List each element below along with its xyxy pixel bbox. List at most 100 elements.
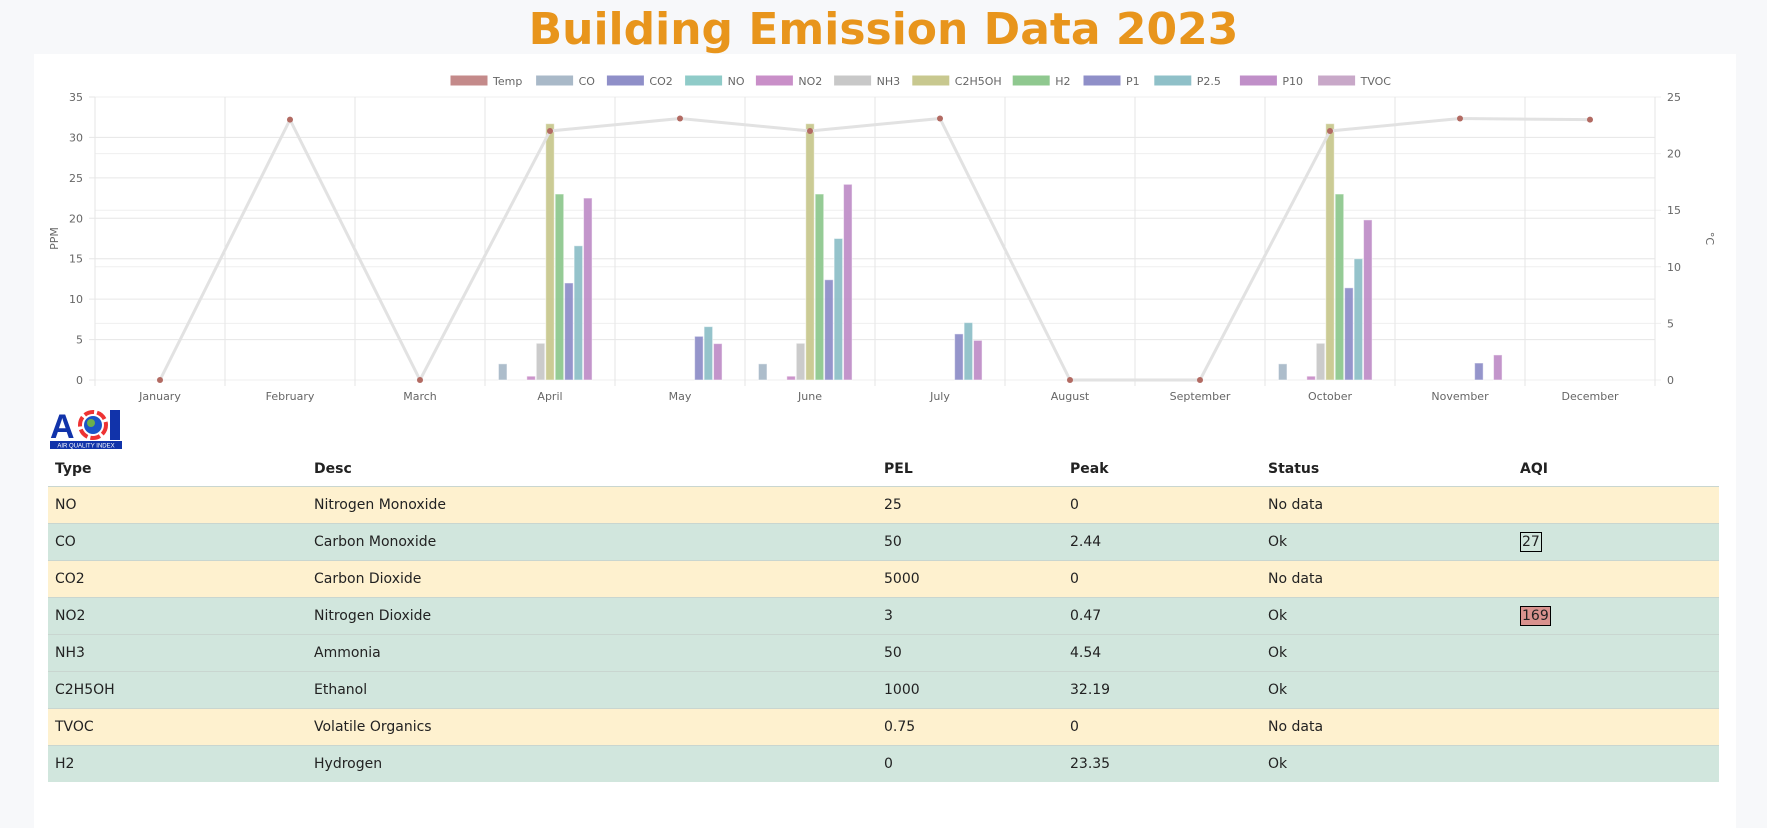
y-tick-label: 0 xyxy=(76,374,83,387)
header-peak: Peak xyxy=(1070,461,1109,477)
header-status: Status xyxy=(1268,461,1320,477)
cell-peak: 0 xyxy=(1063,486,1261,524)
x-tick-label: July xyxy=(929,390,950,403)
cell-type: TVOC xyxy=(48,708,307,746)
bar-p1 xyxy=(564,282,574,381)
y-tick-label: 5 xyxy=(76,334,83,347)
aqi-badge: 27 xyxy=(1520,532,1542,552)
bar-p10 xyxy=(1493,354,1503,381)
bar-nh3 xyxy=(795,342,806,381)
bar-p1 xyxy=(694,335,704,381)
cell-pel: 5000 xyxy=(877,560,1063,598)
y-axis-label: PPM xyxy=(48,227,61,250)
bar-no2 xyxy=(786,375,796,381)
table-row: TVOC Volatile Organics 0.75 0 No data xyxy=(48,708,1719,746)
temp-point xyxy=(1067,377,1073,383)
cell-type: NO xyxy=(48,486,307,524)
legend-label: Temp xyxy=(492,75,522,88)
cell-type: CO xyxy=(48,523,307,561)
bar-p1 xyxy=(1474,362,1484,381)
x-tick-label: May xyxy=(669,390,692,403)
y2-tick-label: 5 xyxy=(1667,317,1674,330)
bar-p1 xyxy=(954,333,964,381)
bar-c2h5oh xyxy=(805,123,815,381)
svg-text:A: A xyxy=(50,408,75,446)
y2-tick-label: 20 xyxy=(1667,148,1681,161)
cell-status: No data xyxy=(1261,708,1513,746)
bar-p1 xyxy=(1344,287,1354,381)
legend-label: P10 xyxy=(1282,75,1303,88)
y-tick-label: 15 xyxy=(69,253,83,266)
header-desc: Desc xyxy=(314,461,352,477)
cell-type: H2 xyxy=(48,745,307,782)
bar-no2 xyxy=(1306,375,1316,381)
temp-point xyxy=(547,127,553,134)
table-row: NO2 Nitrogen Dioxide 3 0.47 Ok 169 xyxy=(48,597,1719,635)
table-header-row: Type Desc PEL Peak Status AQI xyxy=(48,452,1719,487)
bar-co xyxy=(497,363,508,381)
x-tick-label: December xyxy=(1561,390,1619,403)
x-tick-label: November xyxy=(1431,390,1489,403)
bar-h2 xyxy=(554,193,565,381)
legend-swatch xyxy=(754,74,794,87)
y2-axis-label: °C xyxy=(1703,232,1716,246)
legend-label: CO xyxy=(579,75,596,88)
cell-type: NH3 xyxy=(48,634,307,672)
bar-p1 xyxy=(824,279,834,381)
legend-label: NO2 xyxy=(798,75,822,88)
cell-status: Ok xyxy=(1261,634,1513,672)
legend-swatch xyxy=(1011,74,1051,87)
temp-point xyxy=(1457,115,1463,122)
cell-peak: 0 xyxy=(1063,560,1261,598)
cell-desc: Nitrogen Monoxide xyxy=(307,486,877,524)
bar-p10 xyxy=(583,197,593,381)
legend-label: C2H5OH xyxy=(955,75,1002,88)
legend-label: TVOC xyxy=(1360,75,1392,88)
temp-point xyxy=(937,115,943,122)
legend-swatch xyxy=(1238,74,1278,87)
legend-label: P2.5 xyxy=(1197,75,1221,88)
legend-swatch xyxy=(684,74,724,87)
cell-peak: 0.47 xyxy=(1063,597,1261,635)
x-tick-label: January xyxy=(138,390,181,403)
emission-chart: 0 5 10 15 20 25 30 35 0 5 10 15 20 25 January February M… xyxy=(48,74,1716,403)
cell-aqi xyxy=(1513,745,1719,782)
aqi-logo: A AIR QUALITY INDEX xyxy=(50,408,122,450)
aqi-badge: 169 xyxy=(1520,606,1551,626)
bar-nh3 xyxy=(535,342,546,381)
cell-aqi xyxy=(1513,560,1719,598)
legend-swatch xyxy=(1082,74,1122,87)
header-type: Type xyxy=(55,461,92,477)
table-row: NO Nitrogen Monoxide 25 0 No data xyxy=(48,486,1719,524)
temp-line xyxy=(158,116,1591,384)
cell-aqi: 27 xyxy=(1513,523,1719,561)
cell-desc: Carbon Dioxide xyxy=(307,560,877,598)
temp-point xyxy=(287,116,293,123)
legend-swatch xyxy=(1317,74,1357,87)
bar-h2 xyxy=(814,193,825,381)
bar-p10 xyxy=(1363,219,1373,381)
legend-swatch xyxy=(449,74,489,87)
cell-desc: Nitrogen Dioxide xyxy=(307,597,877,635)
cell-aqi xyxy=(1513,486,1719,524)
x-tick-label: February xyxy=(266,390,315,403)
page-title: Building Emission Data 2023 xyxy=(528,4,1239,55)
y2-tick-label: 15 xyxy=(1667,204,1681,217)
cell-status: No data xyxy=(1261,560,1513,598)
cell-status: Ok xyxy=(1261,523,1513,561)
x-tick-label: October xyxy=(1308,390,1352,403)
y-tick-label: 30 xyxy=(69,131,83,144)
bar-p25 xyxy=(833,238,844,381)
cell-type: NO2 xyxy=(48,597,307,635)
header-aqi: AQI xyxy=(1520,461,1548,477)
table-row: H2 Hydrogen 0 23.35 Ok xyxy=(48,745,1719,782)
y2-tick-label: 0 xyxy=(1667,374,1674,387)
legend-label: NH3 xyxy=(877,75,901,88)
bar-no2 xyxy=(526,375,536,381)
y2-tick-label: 25 xyxy=(1667,91,1681,104)
legend-label: CO2 xyxy=(649,75,672,88)
x-tick-label: September xyxy=(1170,390,1231,403)
x-tick-label: April xyxy=(537,390,562,403)
bar-c2h5oh xyxy=(545,123,555,381)
y-tick-label: 20 xyxy=(69,212,83,225)
